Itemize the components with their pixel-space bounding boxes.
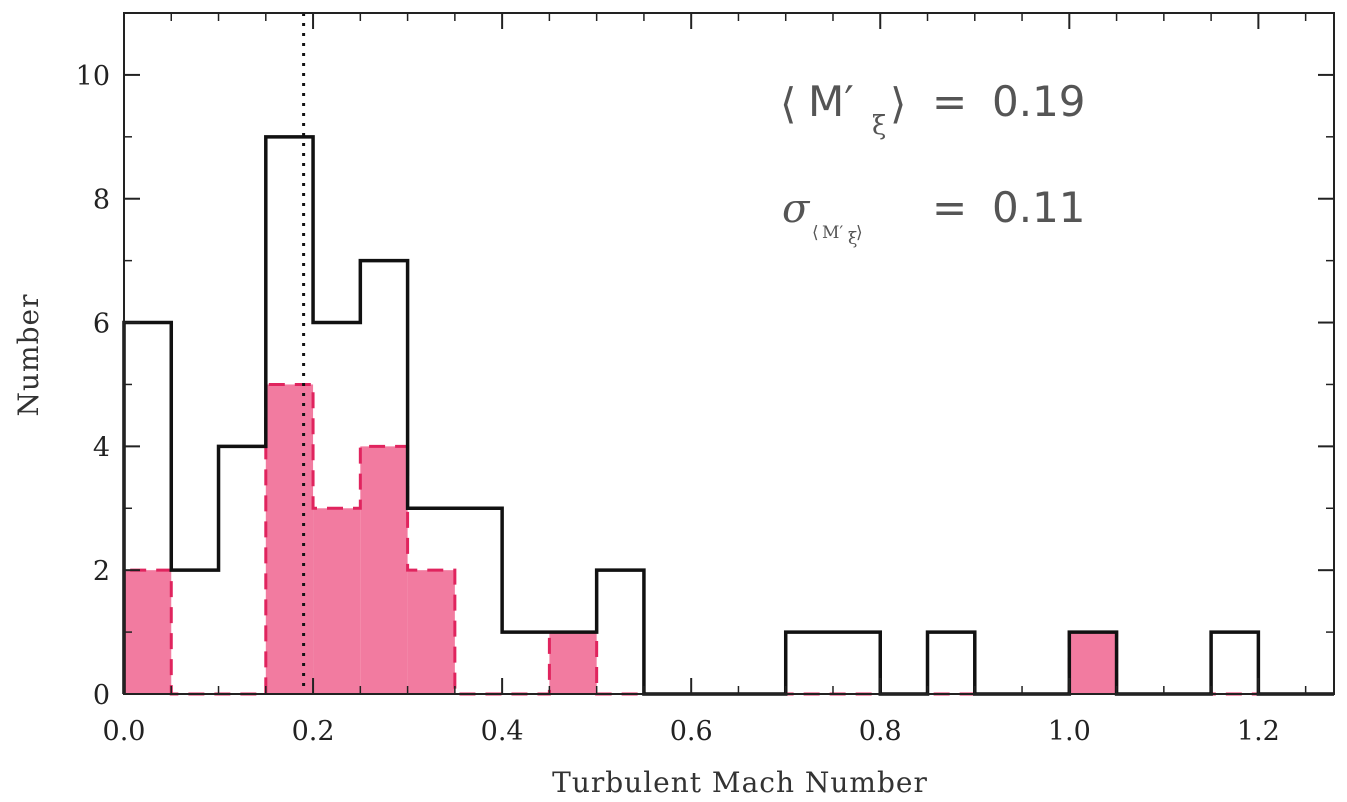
x-tick-label: 0.8 bbox=[859, 716, 902, 747]
red-histogram bbox=[122, 382, 1334, 696]
sigma-sub-sub: ξ bbox=[848, 229, 857, 249]
black-bar bbox=[786, 632, 833, 694]
y-tick-label: 8 bbox=[93, 185, 110, 216]
x-tick-label: 0.6 bbox=[670, 716, 713, 747]
sigma-equals: = bbox=[932, 183, 967, 232]
x-tick-label: 0.0 bbox=[103, 716, 146, 747]
red-bar bbox=[360, 446, 408, 694]
sigma-annotation: σ ⟨ M′ ξ ⟩ = 0.11 bbox=[782, 183, 1086, 249]
black-bar bbox=[171, 570, 218, 694]
x-axis: 0.0 0.2 0.4 0.6 0.8 1.0 1.2 bbox=[103, 13, 1307, 747]
y-tick-label: 2 bbox=[93, 556, 110, 587]
sigma-sub-left-bracket: ⟨ bbox=[812, 223, 819, 243]
mean-right-bracket: ⟩ bbox=[890, 79, 906, 128]
plot-frame bbox=[123, 12, 1335, 695]
y-tick-label: 0 bbox=[93, 680, 110, 711]
red-bar bbox=[1069, 632, 1117, 694]
mean-lhs-sub: ξ bbox=[872, 111, 886, 141]
x-axis-title: Turbulent Mach Number bbox=[552, 766, 928, 799]
mean-lhs: M′ bbox=[808, 77, 854, 126]
sigma-value: 0.11 bbox=[992, 183, 1086, 232]
black-bar bbox=[597, 570, 644, 694]
mean-left-bracket: ⟨ bbox=[780, 79, 796, 128]
mean-annotation: ⟨ M′ ξ ⟩ = 0.19 bbox=[780, 77, 1086, 141]
black-bar bbox=[1211, 632, 1258, 694]
red-bar bbox=[549, 632, 597, 694]
y-tick-label: 10 bbox=[76, 61, 110, 92]
sigma-sub: M′ bbox=[822, 223, 843, 243]
black-bar bbox=[455, 508, 502, 694]
red-bar bbox=[407, 570, 455, 694]
black-bar bbox=[928, 632, 975, 694]
red-bar bbox=[265, 384, 314, 694]
y-tick-label: 6 bbox=[93, 309, 110, 340]
mean-equals: = bbox=[932, 77, 967, 126]
sigma-symbol: σ bbox=[782, 186, 811, 232]
y-axis-title: Number bbox=[12, 294, 45, 417]
red-bar bbox=[313, 508, 361, 694]
x-tick-label: 1.0 bbox=[1048, 716, 1091, 747]
y-tick-label: 4 bbox=[93, 432, 110, 463]
y-axis: 0 2 4 6 8 10 bbox=[76, 61, 1334, 711]
black-bar bbox=[219, 446, 266, 694]
x-tick-label: 0.2 bbox=[292, 716, 335, 747]
black-bar bbox=[833, 632, 880, 694]
mean-value: 0.19 bbox=[992, 77, 1086, 126]
black-bar bbox=[502, 632, 549, 694]
x-tick-label: 1.2 bbox=[1237, 716, 1280, 747]
sigma-sub-right-bracket: ⟩ bbox=[856, 223, 863, 243]
x-tick-label: 0.4 bbox=[481, 716, 524, 747]
